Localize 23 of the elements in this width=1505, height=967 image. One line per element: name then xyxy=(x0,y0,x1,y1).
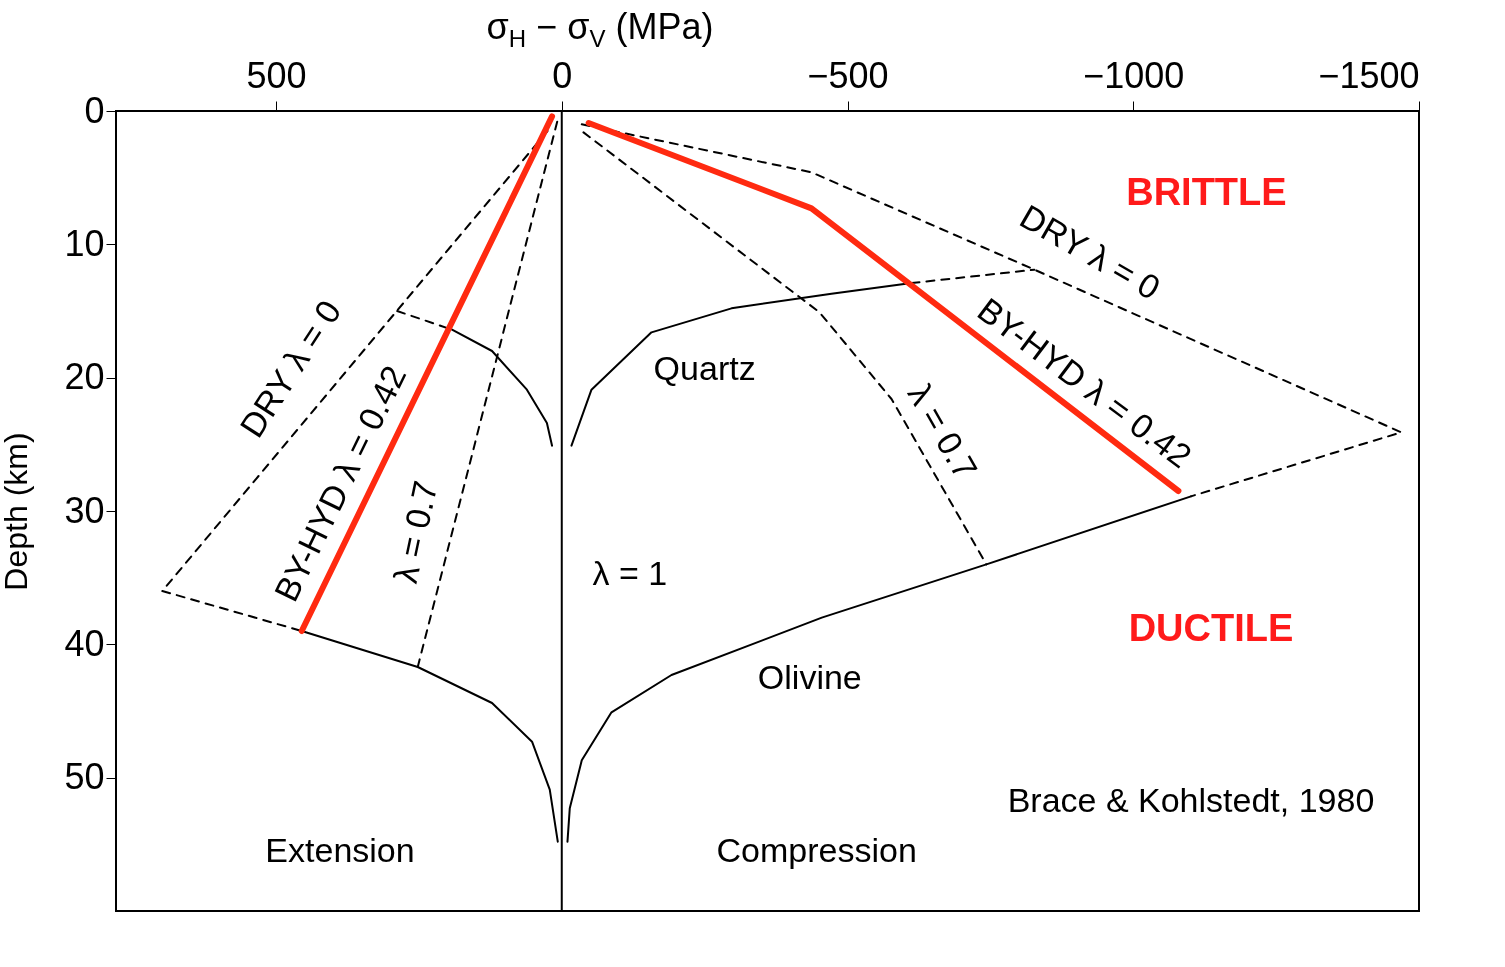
annotation: Compression xyxy=(716,831,917,870)
annotation: Brace & Kohlstedt, 1980 xyxy=(1007,780,1375,819)
x-tick-label: −500 xyxy=(807,54,889,96)
y-tick-label: 20 xyxy=(64,356,105,398)
annotation: Quartz xyxy=(653,348,756,387)
y-tick-label: 50 xyxy=(64,756,105,798)
annotation: BRITTLE xyxy=(1126,170,1287,213)
x-tick-label: −1000 xyxy=(1083,54,1185,96)
annotation: DUCTILE xyxy=(1128,606,1294,649)
annotation: λ = 0.7 xyxy=(385,477,445,587)
y-tick-label: 40 xyxy=(64,622,105,664)
x-axis-title: σ$_{H}$ − σ$_{V}$ (MPa) xyxy=(485,6,715,54)
annotation: Olivine xyxy=(757,658,862,696)
annotation: λ = 0.7 xyxy=(900,377,986,486)
y-axis-title: Depth (km) xyxy=(0,432,35,591)
annotation: Extension xyxy=(265,831,415,870)
x-tick-label: 500 xyxy=(246,54,307,96)
annotation: λ = 1 xyxy=(592,554,668,592)
x-tick-label: −1500 xyxy=(1318,54,1420,96)
y-tick-label: 10 xyxy=(64,222,105,264)
y-tick-label: 0 xyxy=(84,89,105,131)
x-tick-label: 0 xyxy=(552,54,573,96)
y-tick-label: 30 xyxy=(64,489,105,531)
